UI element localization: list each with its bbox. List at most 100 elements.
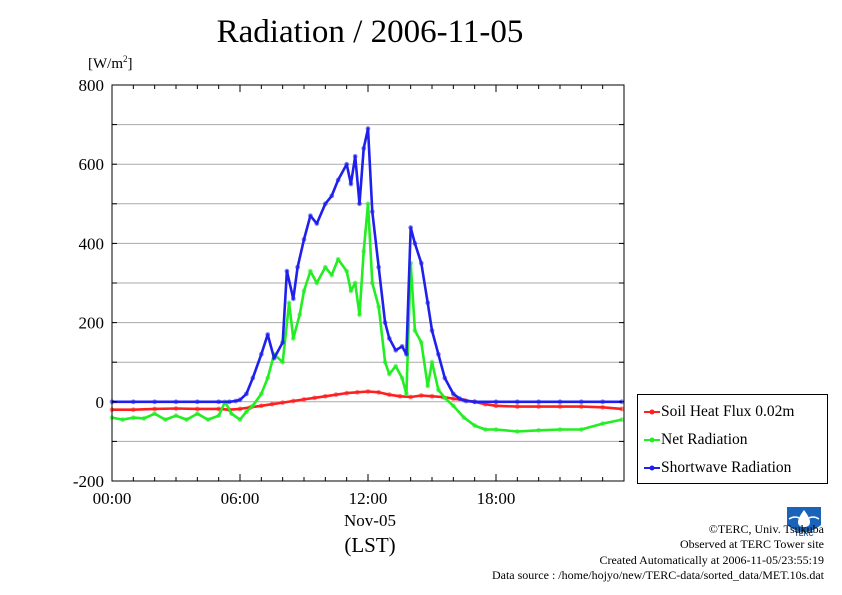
data-point <box>271 355 277 361</box>
data-point <box>258 351 264 357</box>
credit-source: Data source : /home/hojyo/new/TERC-data/… <box>491 567 824 582</box>
data-point <box>418 393 424 398</box>
data-point <box>418 340 424 345</box>
data-point <box>425 300 431 306</box>
data-point <box>457 396 463 402</box>
data-point <box>237 406 243 412</box>
data-point <box>357 201 362 207</box>
data-point <box>314 221 320 227</box>
data-point <box>600 404 606 410</box>
data-point <box>619 417 625 423</box>
data-point <box>335 177 341 183</box>
legend-swatch-shortwave-radiation <box>644 465 660 471</box>
data-point <box>493 403 499 409</box>
legend-swatch-net-radiation <box>644 437 660 443</box>
data-point <box>290 336 296 341</box>
data-point <box>250 375 256 381</box>
data-point <box>250 403 256 409</box>
data-point <box>152 399 158 405</box>
data-point <box>322 201 328 207</box>
credits-block: ©TERC, Univ. Tsukuba Observed at TERC To… <box>492 522 824 583</box>
data-point <box>205 417 211 423</box>
series-line <box>111 202 623 433</box>
data-point <box>450 403 456 409</box>
data-point <box>399 343 405 349</box>
terc-logo-icon: TERC <box>787 507 821 538</box>
data-point <box>216 413 222 419</box>
data-point <box>130 407 136 413</box>
data-point <box>344 268 350 274</box>
data-point <box>578 399 584 405</box>
y-tick-label: 600 <box>79 155 105 174</box>
data-point <box>258 403 264 409</box>
data-point <box>173 413 179 419</box>
data-point <box>357 312 362 318</box>
data-point <box>514 429 520 434</box>
x-axis-date-label: Nov-05 <box>344 511 396 530</box>
y-tick-label: -200 <box>73 472 104 491</box>
data-point <box>386 371 392 377</box>
data-point <box>493 427 499 432</box>
data-point <box>361 145 367 151</box>
data-point <box>450 396 456 402</box>
data-point <box>295 264 300 270</box>
data-point <box>237 397 243 403</box>
data-point <box>493 399 499 405</box>
data-point <box>442 375 448 381</box>
data-point <box>286 300 292 306</box>
data-point <box>308 268 313 274</box>
data-point <box>536 404 542 409</box>
data-point <box>333 392 339 398</box>
data-point <box>269 401 275 407</box>
data-point <box>404 351 409 357</box>
data-point <box>348 288 354 294</box>
series-3 <box>109 126 625 405</box>
data-point <box>578 427 584 432</box>
data-point <box>536 399 542 405</box>
credit-copyright: ©TERC, Univ. Tsukuba <box>708 522 824 536</box>
data-point <box>376 304 382 310</box>
data-point <box>429 328 435 333</box>
data-point <box>312 395 318 401</box>
data-point <box>344 390 350 396</box>
data-point <box>365 126 371 131</box>
data-point <box>425 383 431 389</box>
x-tick-label: 00:00 <box>93 489 132 508</box>
data-point <box>120 417 126 423</box>
data-point <box>152 411 158 417</box>
data-point <box>322 264 328 270</box>
data-point <box>301 397 307 402</box>
data-point <box>361 248 367 254</box>
x-tick-label: 12:00 <box>349 489 388 508</box>
data-point <box>184 417 190 423</box>
data-point <box>404 391 409 397</box>
data-point <box>233 398 239 404</box>
data-point <box>348 181 354 187</box>
data-point <box>173 399 179 405</box>
data-point <box>244 391 249 397</box>
data-point <box>482 427 488 432</box>
y-tick-label: 800 <box>79 76 105 95</box>
data-point <box>352 280 358 286</box>
data-point <box>194 399 200 405</box>
data-point <box>290 296 296 302</box>
y-tick-label: 0 <box>96 393 105 412</box>
data-point <box>412 241 418 246</box>
data-point <box>418 260 424 266</box>
data-point <box>152 406 158 412</box>
data-point <box>322 393 328 399</box>
data-point <box>600 399 606 405</box>
data-point <box>329 193 335 199</box>
y-tick-label: 400 <box>79 234 105 253</box>
data-point <box>297 312 303 318</box>
data-point <box>284 268 290 274</box>
data-point <box>301 288 307 294</box>
data-point <box>514 404 520 409</box>
data-point <box>472 423 478 428</box>
data-point <box>352 153 358 159</box>
chart-legend: Soil Heat Flux 0.02m Net Radiation Short… <box>637 394 828 484</box>
data-point <box>382 359 388 365</box>
legend-label-shortwave-radiation: Shortwave Radiation <box>661 459 792 476</box>
data-point <box>280 359 286 365</box>
data-point <box>382 320 388 325</box>
